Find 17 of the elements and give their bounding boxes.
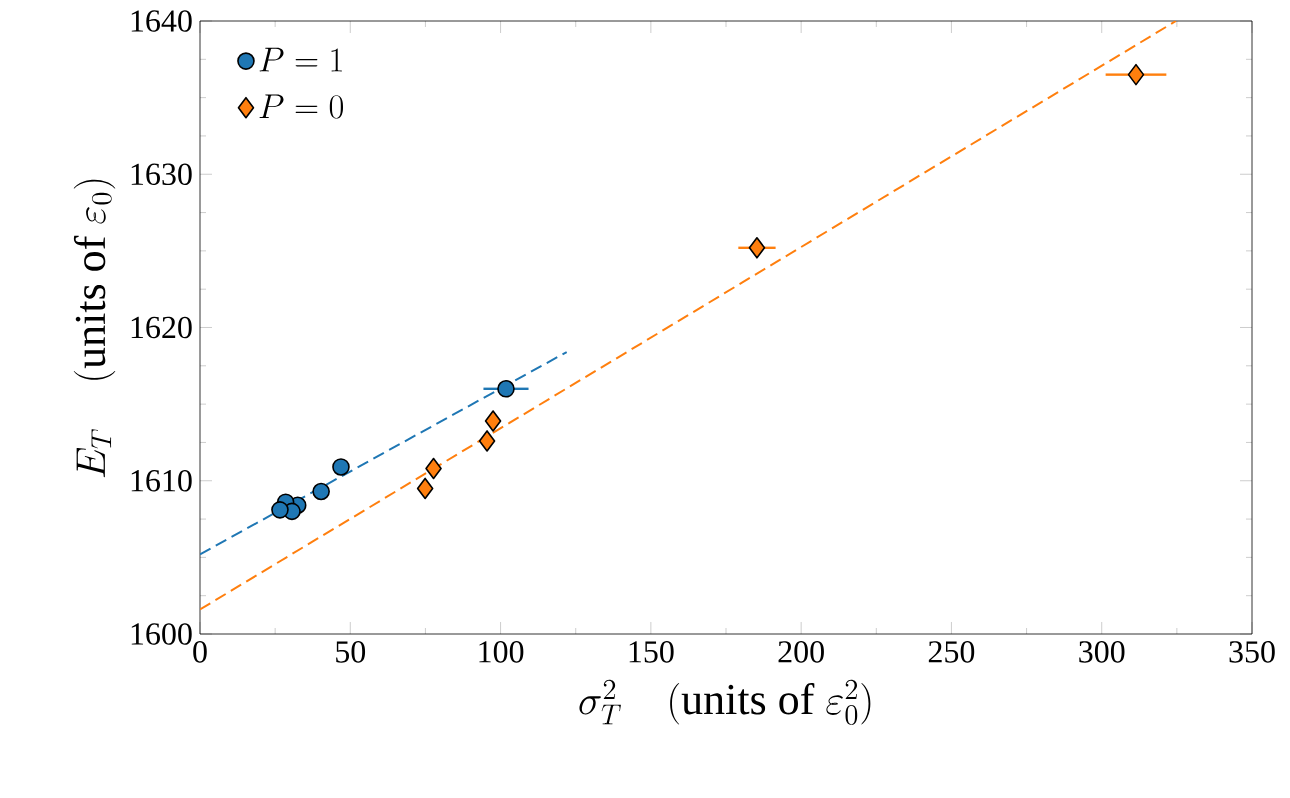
y-tick-label: 1620	[131, 316, 192, 339]
y-tick-label: 1640	[131, 10, 192, 32]
y-tick-label: 1600	[131, 623, 192, 645]
y-axis-title: $E_T \quad (\mathrm{units\ of}\ \varepsilon_0)$	[73, 179, 116, 478]
x-tick-label: 100	[479, 641, 524, 663]
legend-label: $P = 1$	[259, 47, 342, 72]
x-tick-label: 150	[629, 641, 674, 663]
legend-label: $P = 0$	[259, 94, 344, 119]
x-tick-label: 300	[1079, 641, 1125, 663]
x-tick-label: 0	[193, 641, 207, 663]
x-tick-label: 250	[928, 641, 975, 663]
x-axis-title: $\sigma_T^2 \quad (\mathrm{units\ of}\ \varepsilon_0^2)$	[579, 679, 871, 725]
x-tick-label: 350	[1229, 641, 1275, 663]
x-tick-label: 200	[778, 641, 824, 663]
x-tick-label: 50	[336, 641, 366, 663]
y-tick-label: 1630	[131, 163, 192, 186]
y-tick-label: 1610	[131, 469, 192, 492]
